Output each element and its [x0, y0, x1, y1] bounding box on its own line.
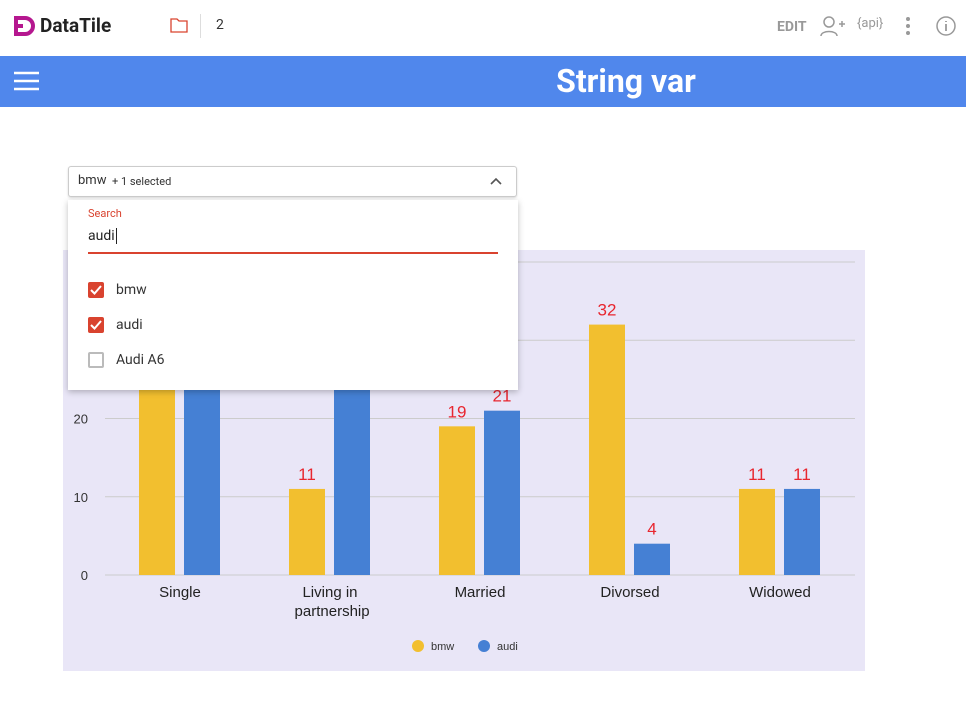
x-tick-label: Living in partnership — [290, 584, 369, 620]
value-label: 32 — [598, 301, 617, 320]
option[interactable]: audi — [88, 315, 143, 335]
option-label: Audi A6 — [116, 352, 165, 368]
info-icon[interactable] — [935, 15, 957, 37]
option[interactable]: bmw — [88, 280, 147, 300]
value-label: 4 — [647, 520, 656, 539]
bar — [784, 488, 820, 575]
more-icon[interactable] — [903, 16, 913, 36]
legend-label: audi — [497, 641, 518, 653]
checkbox[interactable] — [88, 317, 104, 333]
menu-icon[interactable] — [14, 71, 40, 91]
logo-icon — [14, 16, 35, 36]
legend-swatch — [478, 640, 490, 652]
bar — [634, 543, 670, 575]
top-bar: DataTile 2 EDIT {api} — [0, 0, 966, 56]
chevron-up — [490, 177, 502, 185]
bar — [334, 363, 370, 575]
checkbox[interactable] — [88, 282, 104, 298]
value-label: 11 — [298, 465, 316, 484]
x-tick-label: Widowed — [749, 584, 811, 601]
title-bar: String var — [0, 56, 966, 107]
bar — [289, 488, 325, 575]
edit-button[interactable]: EDIT — [777, 19, 807, 35]
add-user-icon[interactable] — [820, 15, 846, 37]
folder-icon[interactable] — [170, 17, 188, 33]
search-label: Search — [88, 207, 122, 220]
value-label: 11 — [793, 465, 811, 484]
x-tick-label: Single — [159, 584, 201, 601]
bar — [739, 488, 775, 575]
legend-label: bmw — [431, 641, 454, 653]
y-tick-label: 20 — [74, 412, 88, 427]
logo[interactable]: DataTile — [40, 14, 112, 37]
page-title: String var — [556, 62, 696, 100]
bar — [484, 410, 520, 575]
bar — [439, 426, 475, 575]
y-tick-label: 0 — [81, 568, 88, 583]
filter-select[interactable]: bmw + 1 selected — [68, 166, 517, 197]
value-label: 11 — [748, 465, 766, 484]
search-text: audi — [88, 228, 115, 244]
search-input[interactable]: audi — [88, 228, 498, 254]
filter-dropdown: Search audi bmw audi Audi A6 — [68, 200, 518, 390]
x-tick-label: Divorsed — [600, 584, 659, 601]
option-label: bmw — [116, 282, 147, 298]
bar — [589, 324, 625, 575]
option-label: audi — [116, 317, 143, 333]
option[interactable]: Audi A6 — [88, 350, 165, 370]
value-label: 21 — [493, 387, 512, 406]
filter-value: bmw — [78, 173, 107, 188]
filter-extra: + 1 selected — [112, 175, 172, 188]
value-label: 19 — [448, 402, 467, 421]
legend-swatch — [412, 640, 424, 652]
bar — [139, 363, 175, 575]
x-tick-label: Married — [455, 584, 506, 601]
api-button[interactable]: {api} — [857, 16, 884, 31]
y-tick-label: 10 — [74, 490, 88, 505]
checkbox[interactable] — [88, 352, 104, 368]
page-number[interactable]: 2 — [216, 17, 224, 33]
